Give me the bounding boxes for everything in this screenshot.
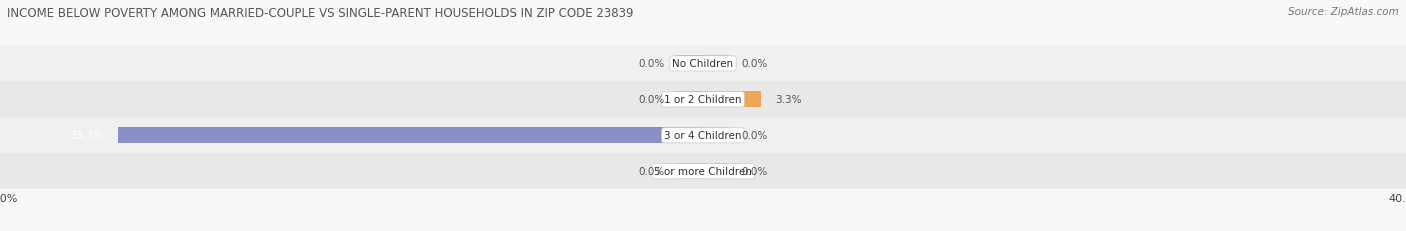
Bar [703, 164, 730, 179]
Bar [118, 128, 703, 144]
Bar [703, 56, 730, 72]
Text: INCOME BELOW POVERTY AMONG MARRIED-COUPLE VS SINGLE-PARENT HOUSEHOLDS IN ZIP COD: INCOME BELOW POVERTY AMONG MARRIED-COUPL… [7, 7, 634, 20]
Bar [703, 92, 730, 108]
Text: 3.3%: 3.3% [775, 95, 801, 105]
Bar [0, 154, 1406, 189]
Text: 1 or 2 Children: 1 or 2 Children [664, 95, 742, 105]
Bar [0, 82, 1406, 118]
Text: No Children: No Children [672, 59, 734, 69]
Bar [703, 128, 730, 144]
Text: 0.0%: 0.0% [742, 167, 768, 176]
Bar [0, 118, 1406, 154]
Bar [703, 92, 761, 108]
Text: 0.0%: 0.0% [638, 59, 665, 69]
Text: 0.0%: 0.0% [742, 59, 768, 69]
Bar [676, 128, 703, 144]
Text: Source: ZipAtlas.com: Source: ZipAtlas.com [1288, 7, 1399, 17]
Text: 33.3%: 33.3% [70, 131, 104, 141]
Text: 3 or 4 Children: 3 or 4 Children [664, 131, 742, 141]
Text: 0.0%: 0.0% [742, 131, 768, 141]
Text: 0.0%: 0.0% [638, 167, 665, 176]
Text: 0.0%: 0.0% [638, 95, 665, 105]
Bar [0, 46, 1406, 82]
Bar [676, 164, 703, 179]
Bar [676, 92, 703, 108]
Bar [676, 56, 703, 72]
Text: 5 or more Children: 5 or more Children [654, 167, 752, 176]
